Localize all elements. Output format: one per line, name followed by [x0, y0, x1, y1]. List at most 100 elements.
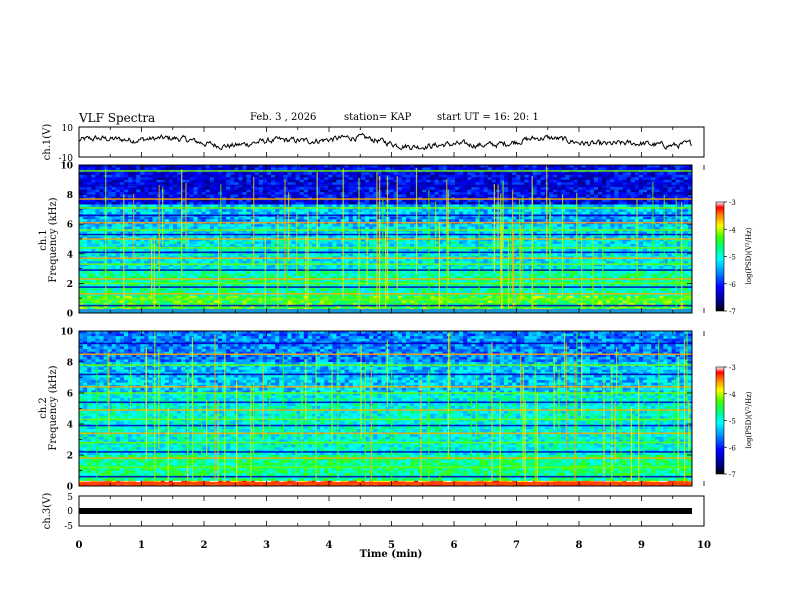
spectrogram-cell [491, 165, 497, 168]
spectrogram-cell [99, 211, 104, 215]
spectrogram-cell [332, 224, 337, 227]
spectrogram-cell [115, 243, 121, 247]
spectrogram-cell [373, 182, 378, 186]
spectrogram-cell [209, 199, 215, 203]
spectrogram-cell [663, 187, 668, 190]
spectrogram-cell [99, 236, 104, 240]
spectrogram-cell [454, 177, 460, 181]
spectrogram-cell [569, 187, 574, 190]
spectrogram-cell [205, 204, 211, 208]
spectrogram-cell [553, 177, 558, 181]
spectrogram-cell [675, 172, 681, 176]
ch1-voltage-trace [79, 132, 692, 151]
spectrogram-cell [246, 234, 251, 237]
spectrogram-cell [266, 192, 272, 195]
spectrogram-cell [528, 234, 533, 237]
spectrogram-cell [606, 216, 611, 220]
spectrogram-cell [197, 231, 202, 235]
spectrogram-cell [238, 192, 243, 195]
spectrogram-cell [618, 226, 623, 230]
spectrogram-cell [610, 204, 615, 208]
spectrogram-cell [230, 182, 235, 186]
spectrogram-cell [393, 192, 399, 195]
spectrogram-cell [324, 241, 329, 245]
spectrogram-cell [675, 204, 681, 208]
spectrogram-cell [642, 209, 648, 213]
spectrogram-cell [152, 172, 157, 176]
spectrogram-cell [128, 177, 133, 181]
spectrogram-cell [634, 192, 640, 195]
spectrogram-cell [401, 179, 407, 183]
spectrogram-cell [630, 174, 636, 178]
spectrogram-cell [614, 234, 619, 237]
spectrogram-cell [397, 209, 403, 213]
spectrogram-cell [295, 209, 300, 213]
spectrogram-cell [152, 226, 157, 230]
spectrogram-cell [164, 219, 170, 223]
spectrogram-cell [589, 194, 595, 198]
spectrogram-cell [687, 236, 693, 240]
spectrogram-cell [132, 231, 137, 235]
spectrogram-cell [242, 187, 247, 190]
spectrogram-cell [111, 192, 117, 195]
spectrogram-cell [557, 234, 562, 237]
spectrogram-cell [164, 216, 170, 220]
spectrogram-cell [373, 187, 378, 190]
spectrogram-cell [213, 172, 219, 176]
spectrogram-cell [205, 211, 211, 215]
spectrogram-cell [266, 165, 272, 168]
spectrogram-cell [626, 226, 631, 230]
spectrogram-cell [504, 182, 509, 186]
spectrogram-cell [553, 194, 558, 198]
spectrogram-cell [148, 202, 153, 205]
spectrogram-cell [324, 165, 329, 168]
spectrogram-cell [671, 209, 676, 213]
spectrogram-cell [422, 243, 427, 247]
spectrogram-cell [450, 234, 456, 237]
spectrogram-cell [209, 209, 215, 213]
spectrogram-cell [512, 216, 517, 220]
spectrogram-cell [217, 187, 223, 190]
spectrogram-cell [614, 209, 619, 213]
spectrogram-cell [561, 192, 566, 195]
spectrogram-cell [548, 192, 554, 195]
spectrogram-cell [209, 187, 215, 190]
spectrogram-cell [107, 199, 112, 203]
spectrogram-cell [577, 241, 582, 245]
spectrogram-cell [487, 192, 493, 195]
spectrogram-cell [487, 177, 493, 181]
spectrogram-cell [128, 211, 133, 215]
spectrogram-cell [332, 204, 337, 208]
spectrogram-cell [164, 202, 170, 205]
spectrogram-cell [254, 174, 260, 178]
spectrogram-cell [307, 243, 313, 247]
spectrogram-cell [128, 187, 133, 190]
spectrogram-cell [160, 174, 166, 178]
spectrogram-cell [295, 211, 300, 215]
spectrogram-cell [606, 239, 611, 242]
spectrogram-cell [344, 192, 350, 195]
spectrogram-cell [87, 204, 92, 208]
spectrogram-cell [630, 204, 636, 208]
spectrogram-cell [213, 187, 219, 190]
spectrogram-cell [201, 182, 206, 186]
spectrogram-cell [299, 167, 305, 171]
spectrogram-cell [262, 231, 268, 235]
spectrogram-cell [181, 202, 186, 205]
spectrogram-cell [107, 204, 112, 208]
spectrogram-cell [598, 172, 603, 176]
spectrogram-cell [397, 189, 403, 193]
spectrogram-cell [348, 165, 354, 168]
spectrogram-cell [164, 236, 170, 240]
spectrogram-cell [679, 199, 685, 203]
spectrogram-cell [217, 167, 223, 171]
spectrogram-cell [140, 189, 145, 193]
spectrogram-cell [524, 189, 529, 193]
spectrogram-cell [389, 236, 394, 240]
spectrogram-cell [598, 226, 603, 230]
spectrogram-cell [532, 172, 538, 176]
spectrogram-cell [181, 182, 186, 186]
spectrogram-cell [95, 211, 100, 215]
spectrogram-cell [295, 243, 300, 247]
spectrogram-cell [593, 204, 599, 208]
